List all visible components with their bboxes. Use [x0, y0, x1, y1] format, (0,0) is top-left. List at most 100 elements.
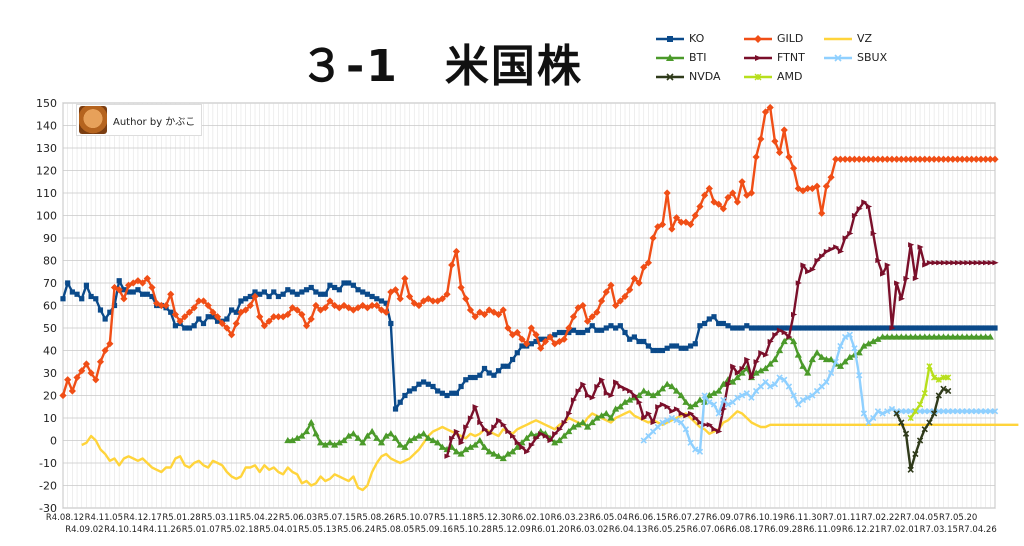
data-point — [444, 392, 450, 399]
data-point — [495, 417, 503, 423]
data-point — [116, 278, 122, 284]
data-point — [963, 333, 971, 340]
data-point — [583, 423, 592, 430]
data-point — [672, 214, 681, 222]
data-point — [888, 405, 896, 413]
data-point — [664, 404, 671, 410]
data-point — [556, 329, 563, 336]
x-tick-label: R5.06.24 — [337, 525, 375, 535]
data-point — [654, 423, 661, 431]
data-point — [861, 325, 867, 331]
data-point — [641, 338, 647, 345]
data-point — [800, 325, 806, 331]
x-tick-label: R6.03.23 — [551, 513, 589, 523]
x-tick-label: R6.07.06 — [687, 525, 725, 535]
y-tick-label: -30 — [39, 502, 57, 515]
data-point — [691, 400, 699, 408]
data-point — [209, 308, 217, 316]
data-point — [200, 320, 207, 327]
data-point — [972, 333, 980, 340]
data-point — [847, 325, 853, 331]
data-point — [196, 316, 202, 322]
data-point — [827, 369, 835, 377]
data-point — [889, 325, 896, 331]
data-point — [973, 408, 980, 415]
data-point — [968, 408, 975, 415]
data-point — [185, 308, 194, 316]
y-tick-label: 130 — [36, 142, 57, 155]
data-point — [533, 435, 540, 441]
data-point — [663, 417, 671, 424]
data-point — [546, 333, 554, 341]
data-point — [734, 394, 741, 401]
x-tick-label: R5.12.30 — [473, 513, 511, 523]
data-point — [683, 413, 690, 419]
y-tick-label: 110 — [36, 187, 57, 200]
data-point — [870, 414, 877, 422]
data-point — [738, 392, 746, 399]
data-point — [382, 432, 390, 439]
data-point — [725, 323, 731, 329]
data-point — [786, 325, 792, 331]
data-point — [476, 436, 484, 444]
data-point — [911, 155, 919, 163]
data-point — [987, 325, 993, 331]
data-point — [865, 419, 872, 426]
data-point — [720, 320, 726, 327]
data-point — [799, 362, 807, 369]
data-point — [954, 408, 961, 415]
data-point — [977, 333, 985, 340]
data-point — [293, 434, 301, 441]
data-point — [986, 155, 994, 163]
data-point — [808, 355, 816, 363]
data-point — [654, 223, 662, 231]
data-point — [781, 329, 788, 336]
data-point — [97, 307, 104, 313]
data-point — [500, 422, 507, 428]
data-point — [813, 349, 821, 356]
data-point — [687, 410, 695, 417]
data-point — [613, 325, 619, 331]
data-point — [78, 367, 86, 375]
data-point — [790, 392, 797, 399]
data-point — [755, 54, 762, 61]
data-point — [326, 439, 334, 446]
x-tick-label: R5.11.18 — [434, 513, 472, 523]
data-point — [851, 212, 859, 219]
data-point — [678, 345, 684, 351]
data-point — [836, 362, 845, 369]
data-point — [954, 325, 961, 331]
data-point — [92, 376, 100, 384]
data-point — [641, 415, 648, 421]
data-point — [926, 419, 933, 426]
data-point — [405, 436, 414, 444]
data-point — [935, 408, 942, 415]
data-point — [921, 426, 928, 433]
data-point — [720, 396, 727, 404]
data-point — [252, 289, 258, 295]
data-point — [504, 450, 512, 457]
data-point — [878, 333, 887, 340]
data-point — [321, 304, 329, 312]
x-tick-label: R7.05.20 — [939, 513, 977, 523]
data-point — [228, 331, 236, 339]
data-point — [504, 324, 512, 332]
y-tick-label: 30 — [43, 367, 57, 380]
data-point — [666, 53, 674, 61]
x-tick-label: R5.10.07 — [395, 513, 433, 523]
data-point — [734, 325, 741, 331]
data-point — [739, 325, 745, 331]
data-point — [754, 73, 762, 80]
data-point — [762, 325, 769, 331]
data-point — [373, 301, 381, 310]
data-point — [396, 295, 404, 303]
data-point — [983, 325, 989, 331]
data-point — [819, 253, 826, 259]
data-point — [663, 189, 671, 197]
data-point — [542, 433, 549, 439]
data-point — [299, 289, 305, 295]
data-point — [575, 388, 582, 394]
data-point — [560, 432, 568, 439]
data-point — [967, 333, 976, 340]
data-point — [79, 296, 85, 302]
